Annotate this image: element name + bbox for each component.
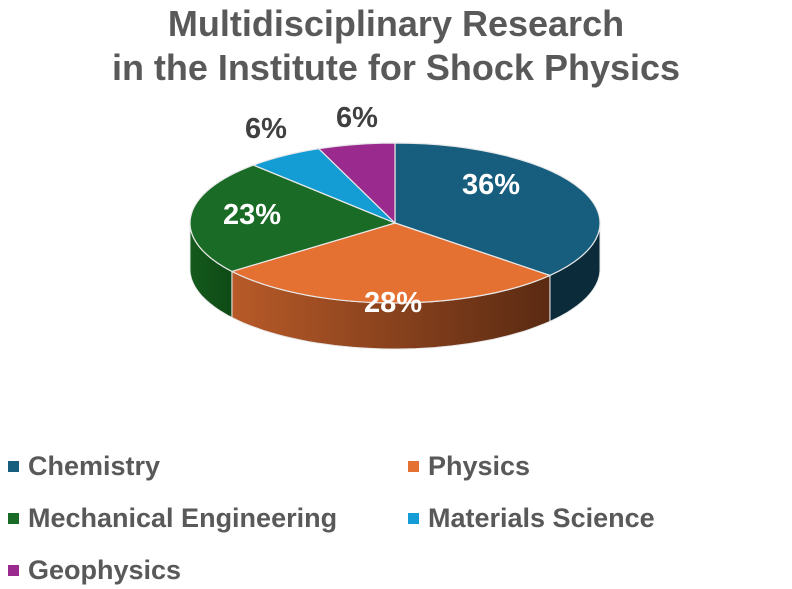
pie-chart: 36% 28% 23% 6% 6%: [189, 102, 601, 350]
legend-label: Chemistry: [28, 451, 161, 481]
legend-item-materials-science: Materials Science: [408, 503, 655, 534]
legend-item-physics: Physics: [408, 451, 530, 482]
legend-label: Geophysics: [28, 555, 182, 585]
data-label-materials-science: 6%: [245, 113, 287, 145]
legend-label: Physics: [428, 451, 531, 481]
data-label-chemistry: 36%: [462, 169, 520, 201]
pie-sides: [189, 223, 601, 350]
legend-item-chemistry: Chemistry: [8, 451, 160, 482]
pie-top: [189, 142, 601, 304]
legend-item-geophysics: Geophysics: [8, 555, 181, 586]
title-line-1: Multidisciplinary Research: [167, 3, 625, 44]
data-label-mechanical-engineering: 23%: [223, 199, 281, 231]
legend-swatch-geophysics: [8, 565, 19, 576]
legend-label: Mechanical Engineering: [28, 503, 338, 533]
chart-title: Multidisciplinary Research in the Instit…: [0, 2, 792, 90]
pie-slice-mechanical-engineering: [189, 164, 397, 273]
legend-swatch-chemistry: [8, 461, 19, 472]
pie-slice-geophysics: [317, 142, 396, 225]
pie-labels: 36% 28% 23% 6% 6%: [223, 102, 520, 319]
legend-item-mechanical-engineering: Mechanical Engineering: [8, 503, 337, 534]
legend-swatch-mechanical-engineering: [8, 513, 19, 524]
title-line-2: in the Institute for Shock Physics: [111, 47, 681, 88]
legend-label: Materials Science: [428, 503, 655, 533]
legend-swatch-physics: [408, 461, 419, 472]
pie-slice-chemistry: [394, 142, 601, 277]
data-label-geophysics: 6%: [336, 102, 378, 134]
data-label-physics: 28%: [364, 287, 422, 319]
pie-slice-physics: [230, 222, 552, 304]
legend-swatch-materials-science: [408, 513, 419, 524]
